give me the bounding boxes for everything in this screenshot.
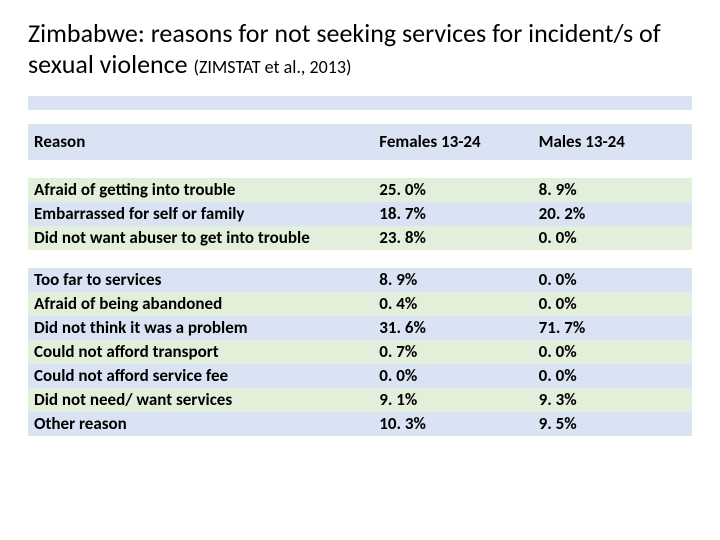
cell-males: 0. 0% (533, 292, 692, 316)
table-row: Did not want abuser to get into trouble … (28, 226, 692, 250)
cell-females: 0. 7% (373, 340, 532, 364)
cell-reason: Could not afford service fee (28, 364, 373, 388)
reasons-table: Reason Females 13-24 Males 13-24 Afraid … (28, 96, 692, 436)
table-row: Other reason 10. 3% 9. 5% (28, 412, 692, 436)
table-spacer (28, 96, 692, 110)
table-row: Afraid of being abandoned 0. 4% 0. 0% (28, 292, 692, 316)
table-row: Did not think it was a problem 31. 6% 71… (28, 316, 692, 340)
cell-males: 9. 5% (533, 412, 692, 436)
cell-males: 0. 0% (533, 268, 692, 292)
col-header-reason: Reason (28, 124, 373, 160)
cell-males: 8. 9% (533, 178, 692, 202)
cell-males: 71. 7% (533, 316, 692, 340)
table-row: Could not afford transport 0. 7% 0. 0% (28, 340, 692, 364)
cell-females: 18. 7% (373, 202, 532, 226)
cell-reason: Did not think it was a problem (28, 316, 373, 340)
col-header-females: Females 13-24 (373, 124, 532, 160)
cell-reason: Afraid of getting into trouble (28, 178, 373, 202)
cell-reason: Did not need/ want services (28, 388, 373, 412)
cell-males: 0. 0% (533, 364, 692, 388)
cell-reason: Afraid of being abandoned (28, 292, 373, 316)
cell-reason: Embarrassed for self or family (28, 202, 373, 226)
cell-females: 0. 0% (373, 364, 532, 388)
table-row: Afraid of getting into trouble 25. 0% 8.… (28, 178, 692, 202)
cell-females: 9. 1% (373, 388, 532, 412)
cell-reason: Did not want abuser to get into trouble (28, 226, 373, 250)
cell-males: 0. 0% (533, 340, 692, 364)
cell-females: 0. 4% (373, 292, 532, 316)
slide-title-citation: (ZIMSTAT et al., 2013) (193, 56, 351, 78)
table-spacer (28, 250, 692, 268)
cell-reason: Could not afford transport (28, 340, 373, 364)
cell-males: 20. 2% (533, 202, 692, 226)
cell-females: 10. 3% (373, 412, 532, 436)
table-row: Too far to services 8. 9% 0. 0% (28, 268, 692, 292)
cell-females: 25. 0% (373, 178, 532, 202)
table-row: Could not afford service fee 0. 0% 0. 0% (28, 364, 692, 388)
cell-females: 23. 8% (373, 226, 532, 250)
table-header-row: Reason Females 13-24 Males 13-24 (28, 124, 692, 160)
table-spacer (28, 160, 692, 178)
slide-title: Zimbabwe: reasons for not seeking servic… (28, 18, 692, 80)
cell-reason: Too far to services (28, 268, 373, 292)
col-header-males: Males 13-24 (533, 124, 692, 160)
cell-females: 31. 6% (373, 316, 532, 340)
cell-males: 0. 0% (533, 226, 692, 250)
table-row: Embarrassed for self or family 18. 7% 20… (28, 202, 692, 226)
table-row: Did not need/ want services 9. 1% 9. 3% (28, 388, 692, 412)
cell-females: 8. 9% (373, 268, 532, 292)
cell-reason: Other reason (28, 412, 373, 436)
table-spacer (28, 110, 692, 124)
cell-males: 9. 3% (533, 388, 692, 412)
